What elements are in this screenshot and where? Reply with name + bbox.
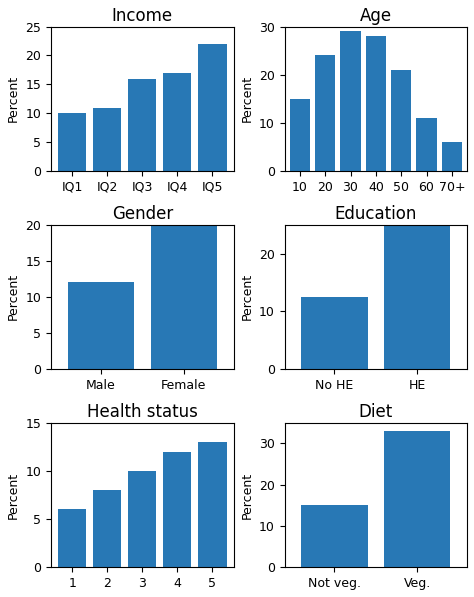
Y-axis label: Percent: Percent (240, 273, 254, 321)
Title: Diet: Diet (359, 403, 393, 421)
Bar (416, 118, 437, 171)
Bar (128, 471, 156, 567)
Bar (199, 44, 227, 171)
Bar (58, 113, 86, 171)
Y-axis label: Percent: Percent (240, 472, 254, 519)
Title: Gender: Gender (112, 205, 173, 223)
Bar (164, 73, 191, 171)
Bar (199, 442, 227, 567)
Bar (164, 451, 191, 567)
Bar (366, 36, 386, 171)
Bar (128, 79, 156, 171)
Bar (93, 490, 121, 567)
Bar (340, 31, 361, 171)
Bar (290, 99, 310, 171)
Y-axis label: Percent: Percent (240, 75, 254, 122)
Bar (151, 224, 217, 370)
Y-axis label: Percent: Percent (7, 472, 20, 519)
Bar (391, 70, 411, 171)
Title: Income: Income (112, 7, 173, 25)
Bar (301, 297, 367, 370)
Bar (442, 142, 462, 171)
Title: Health status: Health status (87, 403, 198, 421)
Bar (58, 509, 86, 567)
Y-axis label: Percent: Percent (7, 75, 20, 122)
Title: Education: Education (335, 205, 417, 223)
Bar (301, 505, 367, 567)
Bar (384, 431, 450, 567)
Bar (93, 107, 121, 171)
Y-axis label: Percent: Percent (7, 273, 20, 321)
Bar (68, 282, 134, 370)
Title: Age: Age (360, 7, 392, 25)
Bar (315, 56, 335, 171)
Bar (384, 224, 450, 370)
